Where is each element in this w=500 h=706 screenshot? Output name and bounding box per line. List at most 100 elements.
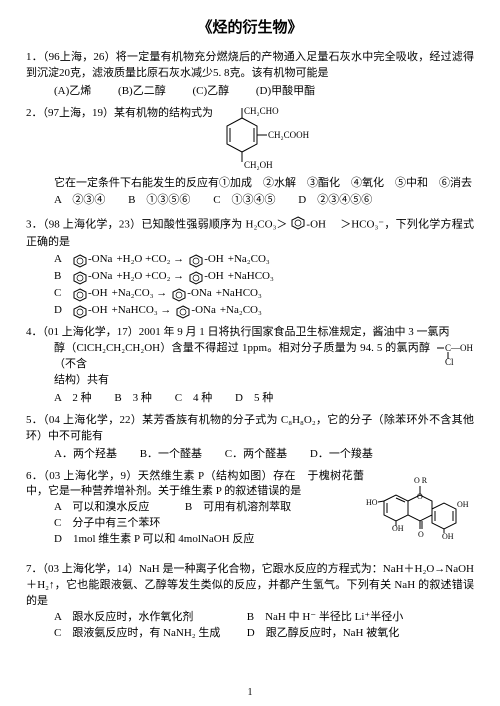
question-5: 5．（04 上海化学，22）某芳香族有机物的分子式为 C₈H₈O₂，它的分子（除… — [26, 413, 474, 463]
q4-stem3: 结构）共有 — [26, 373, 474, 389]
page-number: 1 — [0, 686, 500, 701]
svg-text:OH: OH — [442, 532, 454, 541]
q4-opt-d: D 5 种 — [235, 391, 273, 407]
q6-opt-b-text: B 可用有机溶剂萃取 — [185, 501, 291, 513]
benzene-icon — [175, 304, 191, 318]
q5-opt-d: D．一个羧基 — [310, 447, 373, 463]
svg-text:O: O — [418, 530, 424, 539]
q1-opt-b: (B)乙二醇 — [118, 84, 166, 100]
benzene-icon — [72, 253, 88, 267]
q6-structure: O O HO OH O R OH OH — [364, 469, 474, 557]
q3-opt-d: D -OH +NaHCO₃ → -ONa +Na₂CO₃ — [54, 303, 474, 319]
q5-opt-b: B．一个醛基 — [140, 447, 202, 463]
q3-b-oh: -OH — [204, 269, 224, 285]
q7-options: A 跟水反应时，水作氧化剂 B NaH 中 H⁻ 半径比 Li⁺半径小 C 跟液… — [26, 610, 474, 642]
q2-group-right: CH₂COOH — [268, 130, 310, 140]
q4-opt-a: A 2 种 — [54, 391, 92, 407]
q3-d-prod: +Na₂CO₃ — [220, 303, 262, 319]
question-2: 2．（97上海，19）某有机物的结构式为 CH₂CHO CH₂COOH CH₂O… — [26, 106, 474, 210]
q1-opt-a: (A)乙烯 — [54, 84, 91, 100]
benzene-icon — [188, 270, 204, 284]
q2-group-top: CH₂CHO — [244, 106, 279, 116]
q2-structure: CH₂CHO CH₂COOH CH₂OH — [217, 106, 307, 176]
q3-d-ona: -ONa — [191, 303, 215, 319]
q1-stem: 1．（96上海，26）将一定量有机物充分燃烧后的产物通入足量石灰水中完全吸收，经… — [26, 50, 474, 82]
benzene-icon — [171, 287, 187, 301]
q1-options: (A)乙烯 (B)乙二醇 (C)乙醇 (D)甲酸甲酯 — [26, 84, 474, 100]
q3-opt-a: A -ONa +H₂O +CO₂ → -OH +Na₂CO₃ — [54, 252, 474, 268]
q3-b-prod: +NaHCO₃ — [228, 269, 274, 285]
svg-text:O R: O R — [414, 476, 428, 485]
svg-text:OH: OH — [392, 524, 404, 533]
q5-stem: 5．（04 上海化学，22）某芳香族有机物的分子式为 C₈H₈O₂，它的分子（除… — [26, 413, 474, 445]
q2-opt-c: C ①③④⑤ — [213, 193, 275, 209]
q7-opt-d: D 跟乙醇反应时，NaH 被氧化 — [247, 627, 399, 639]
q3-options: A -ONa +H₂O +CO₂ → -OH +Na₂CO₃ B -ONa +H… — [26, 252, 474, 319]
q3-stem-prefix: 3．（98 上海化学，23）已知酸性强弱顺序为 H₂CO₃＞ — [26, 219, 287, 231]
q7-opt-a: A 跟水反应时，水作氧化剂 — [54, 610, 244, 626]
benzene-icon — [188, 253, 204, 267]
q3-b-mid: +H₂O +CO₂ → — [116, 269, 184, 285]
svg-text:OH: OH — [457, 500, 469, 509]
q3-c-label: C — [54, 286, 72, 302]
q3-d-oh: -OH — [88, 303, 108, 319]
q6-opt-d: D 1mol 维生素 P 可以和 4molNaOH 反应 — [54, 532, 364, 548]
q3-stem-mid: -OH — [306, 219, 326, 231]
q4-opt-c: C 4 种 — [175, 391, 213, 407]
q2-opt-a: A ②③④ — [54, 193, 105, 209]
q3-c-ona: -ONa — [187, 286, 211, 302]
q4-options: A 2 种 B 3 种 C 4 种 D 5 种 — [26, 391, 474, 407]
q6-opt-a: A 可以和溴水反应 B 可用有机溶剂萃取 — [54, 500, 364, 516]
benzene-icon — [72, 304, 88, 318]
q5-opt-c: C．两个醛基 — [225, 447, 287, 463]
q2-opt-d: D ②③④⑤⑥ — [298, 193, 372, 209]
svg-text:Cl: Cl — [445, 357, 454, 367]
q3-a-label: A — [54, 252, 72, 268]
q3-a-oh: -OH — [204, 252, 224, 268]
q3-a-prod: +Na₂CO₃ — [228, 252, 270, 268]
question-6: 6．（03 上海化学，9）天然维生素 P（结构如图）存在 于槐树花蕾中，它是一种… — [26, 469, 474, 557]
q5-options: A．两个羟基 B．一个醛基 C．两个醛基 D．一个羧基 — [26, 447, 474, 463]
q7-opt-b: B NaH 中 H⁻ 半径比 Li⁺半径小 — [247, 611, 403, 623]
q3-b-label: B — [54, 269, 72, 285]
benzene-icon — [72, 287, 88, 301]
question-1: 1．（96上海，26）将一定量有机物充分燃烧后的产物通入足量石灰水中完全吸收，经… — [26, 50, 474, 100]
benzene-icon — [72, 270, 88, 284]
q1-opt-c: (C)乙醇 — [192, 84, 229, 100]
q4-stem1: 4．（01 上海化学，17）2001 年 9 月 1 日将执行国家食品卫生标准规… — [26, 325, 474, 341]
question-4: 4．（01 上海化学，17）2001 年 9 月 1 日将执行国家食品卫生标准规… — [26, 325, 474, 407]
q4-fragment: C—OH Cl — [434, 341, 474, 371]
svg-text:C—OH: C—OH — [445, 343, 474, 353]
q3-b-ona: -ONa — [88, 269, 112, 285]
question-7: 7．（03 上海化学，14）NaH 是一种离子化合物，它跟水反应的方程式为：Na… — [26, 562, 474, 642]
q6-options: A 可以和溴水反应 B 可用有机溶剂萃取 C 分子中有三个苯环 D 1mol 维… — [26, 500, 364, 548]
q6-opt-c: C 分子中有三个苯环 — [54, 516, 364, 532]
q2-opt-b: B ①③⑤⑥ — [128, 193, 190, 209]
q7-opt-c: C 跟液氨反应时，有 NaNH₂ 生成 — [54, 626, 244, 642]
q6-stem: 6．（03 上海化学，9）天然维生素 P（结构如图）存在 于槐树花蕾中，它是一种… — [26, 469, 364, 501]
q1-opt-d: (D)甲酸甲酯 — [256, 84, 315, 100]
q3-d-mid: +NaHCO₃ → — [112, 303, 172, 319]
q3-a-ona: -ONa — [88, 252, 112, 268]
q3-opt-c: C -OH +Na₂CO₃ → -ONa +NaHCO₃ — [54, 286, 474, 302]
q7-stem: 7．（03 上海化学，14）NaH 是一种离子化合物，它跟水反应的方程式为：Na… — [26, 562, 474, 610]
q3-d-label: D — [54, 303, 72, 319]
q2-stem-prefix: 2．（97上海，19）某有机物的结构式为 — [26, 106, 213, 122]
q3-stem: 3．（98 上海化学，23）已知酸性强弱顺序为 H₂CO₃＞ -OH ＞HCO₃… — [26, 215, 474, 251]
q3-c-oh: -OH — [88, 286, 108, 302]
q2-group-bottom: CH₂OH — [244, 160, 273, 170]
q4-opt-b: B 3 种 — [114, 391, 152, 407]
q2-line1: 它在一定条件下右能发生的反应有①加成 ②水解 ③酯化 ④氧化 ⑤中和 ⑥消去 — [26, 176, 474, 192]
q3-opt-b: B -ONa +H₂O +CO₂ → -OH +NaHCO₃ — [54, 269, 474, 285]
q3-a-mid: +H₂O +CO₂ → — [116, 252, 184, 268]
q6-opt-a-text: A 可以和溴水反应 — [54, 501, 149, 513]
q3-c-mid: +Na₂CO₃ → — [112, 286, 168, 302]
page-title: 《烃的衍生物》 — [26, 18, 474, 40]
svg-text:HO: HO — [366, 498, 378, 507]
q5-opt-a: A．两个羟基 — [54, 447, 117, 463]
q3-phenol-icon — [290, 215, 306, 235]
q3-c-prod: +NaHCO₃ — [216, 286, 262, 302]
q2-options: A ②③④ B ①③⑤⑥ C ①③④⑤ D ②③④⑤⑥ — [26, 193, 474, 209]
question-3: 3．（98 上海化学，23）已知酸性强弱顺序为 H₂CO₃＞ -OH ＞HCO₃… — [26, 215, 474, 319]
q4-stem2: 醇（ClCH₂CH₂CH₂OH）含量不得超过 1ppm。相对分子质量为 94. … — [54, 341, 430, 373]
